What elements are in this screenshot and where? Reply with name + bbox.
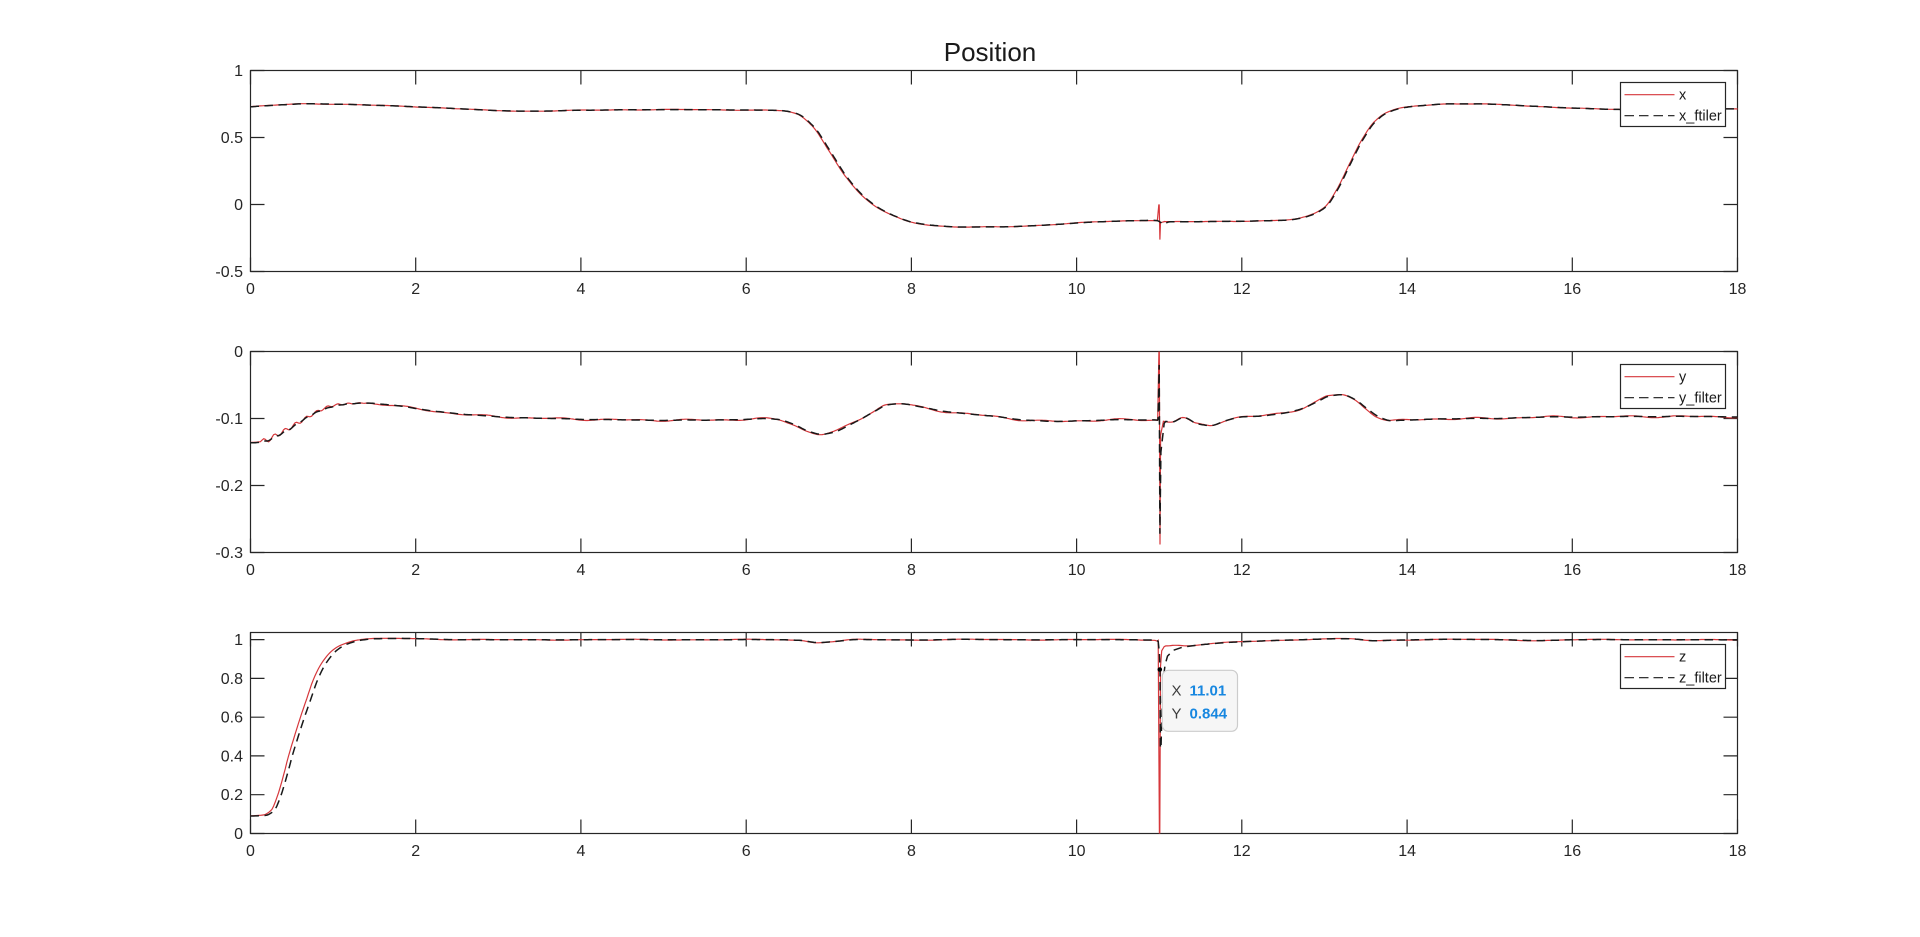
svg-text:Position: Position [944, 37, 1037, 67]
svg-text:10: 10 [1068, 843, 1086, 860]
svg-text:2: 2 [411, 281, 420, 298]
svg-text:0: 0 [234, 197, 243, 214]
svg-text:4: 4 [576, 562, 585, 579]
svg-text:x: x [1679, 88, 1687, 104]
svg-text:18: 18 [1729, 562, 1747, 579]
svg-text:z: z [1679, 650, 1686, 666]
svg-text:1: 1 [234, 632, 243, 649]
svg-text:10: 10 [1068, 281, 1086, 298]
svg-text:11.01: 11.01 [1190, 683, 1227, 700]
svg-text:-0.1: -0.1 [215, 411, 243, 428]
svg-text:0.2: 0.2 [221, 787, 243, 804]
svg-text:0.5: 0.5 [221, 130, 243, 147]
svg-text:X: X [1172, 683, 1182, 700]
svg-text:-0.5: -0.5 [215, 264, 243, 281]
svg-text:10: 10 [1068, 562, 1086, 579]
svg-text:0.8: 0.8 [221, 671, 243, 688]
svg-text:18: 18 [1729, 281, 1747, 298]
svg-text:0.4: 0.4 [221, 748, 243, 765]
svg-text:0: 0 [234, 344, 243, 361]
svg-text:14: 14 [1398, 562, 1416, 579]
svg-text:Y: Y [1172, 706, 1182, 723]
svg-text:6: 6 [742, 281, 751, 298]
svg-text:6: 6 [742, 562, 751, 579]
svg-text:16: 16 [1563, 843, 1581, 860]
svg-text:-0.2: -0.2 [215, 478, 243, 495]
svg-text:0: 0 [246, 843, 255, 860]
svg-text:2: 2 [411, 843, 420, 860]
svg-text:14: 14 [1398, 281, 1416, 298]
svg-text:8: 8 [907, 562, 916, 579]
svg-text:1: 1 [234, 63, 243, 80]
svg-text:z_filter: z_filter [1679, 671, 1722, 687]
svg-text:2: 2 [411, 562, 420, 579]
svg-text:12: 12 [1233, 562, 1251, 579]
svg-text:12: 12 [1233, 843, 1251, 860]
svg-text:8: 8 [907, 281, 916, 298]
svg-text:0: 0 [234, 826, 243, 843]
svg-text:0: 0 [246, 281, 255, 298]
svg-text:4: 4 [576, 281, 585, 298]
svg-text:16: 16 [1563, 281, 1581, 298]
svg-text:0.6: 0.6 [221, 710, 243, 727]
svg-text:x_ftiler: x_ftiler [1679, 109, 1722, 125]
svg-text:4: 4 [576, 843, 585, 860]
svg-text:0: 0 [246, 562, 255, 579]
svg-text:18: 18 [1729, 843, 1747, 860]
svg-text:y: y [1679, 370, 1687, 386]
svg-text:0.844: 0.844 [1190, 706, 1228, 723]
svg-text:12: 12 [1233, 281, 1251, 298]
svg-text:14: 14 [1398, 843, 1416, 860]
svg-text:8: 8 [907, 843, 916, 860]
svg-text:-0.3: -0.3 [215, 545, 243, 562]
svg-text:16: 16 [1563, 562, 1581, 579]
svg-text:y_filter: y_filter [1679, 391, 1722, 407]
svg-text:6: 6 [742, 843, 751, 860]
